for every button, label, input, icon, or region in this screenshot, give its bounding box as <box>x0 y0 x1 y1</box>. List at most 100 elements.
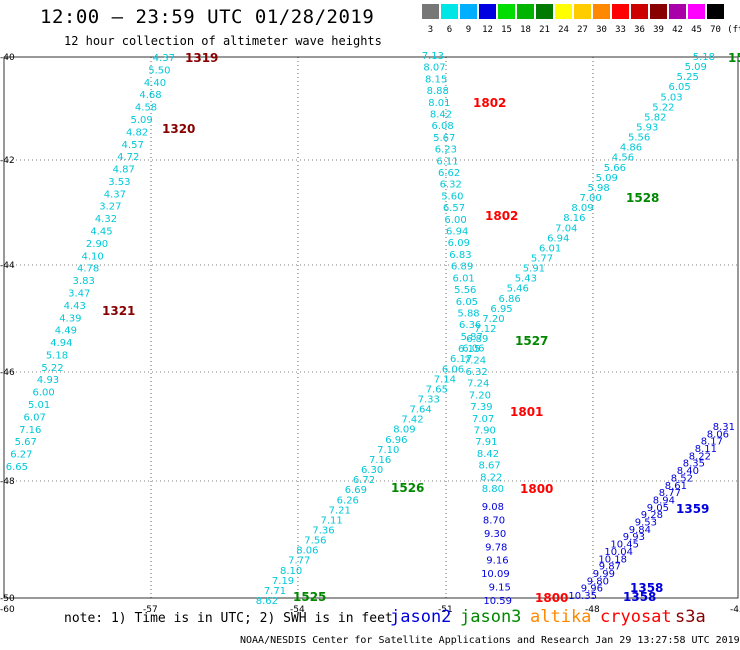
color-swatch <box>669 4 686 19</box>
wave-height-value: 6.96 <box>385 435 407 446</box>
wave-height-value: 4.37 <box>104 189 126 200</box>
wave-height-value: 6.26 <box>337 495 359 506</box>
wave-height-value: 7.14 <box>434 374 456 385</box>
legend-jason3: jason3 <box>460 607 522 627</box>
color-swatch <box>498 4 515 19</box>
color-swatch <box>574 4 591 19</box>
pass-time-label: 1525 <box>293 590 326 604</box>
wave-height-value: 8.10 <box>280 566 302 577</box>
wave-height-value: 7.33 <box>418 395 440 406</box>
wave-height-value: 7.20 <box>469 390 491 401</box>
longitude-label: -48 <box>585 605 600 615</box>
wave-height-value: 5.93 <box>636 123 658 134</box>
wave-height-value: 5.43 <box>515 274 537 285</box>
wave-height-value: 7.42 <box>401 415 423 426</box>
color-swatch <box>612 4 629 19</box>
wave-height-value: 7.13 <box>422 51 444 62</box>
wave-height-value: 6.01 <box>453 273 475 284</box>
wave-height-value: 9.80 <box>587 576 609 587</box>
wave-height-value: 7.20 <box>482 314 504 325</box>
pass-time-label: 1800 <box>535 591 568 605</box>
color-swatch-label: 24 <box>558 25 569 35</box>
wave-height-value: 4.32 <box>95 214 117 225</box>
wave-height-value: 7.16 <box>369 455 391 466</box>
wave-height-value: 10.45 <box>610 540 639 551</box>
wave-height-value: 6.95 <box>490 304 512 315</box>
color-swatch-label: 21 <box>539 25 550 35</box>
wave-height-value: 9.16 <box>486 556 508 567</box>
wave-height-value: 9.53 <box>635 518 657 529</box>
wave-height-value: 5.22 <box>652 102 674 113</box>
wave-height-value: 9.99 <box>593 569 615 580</box>
wave-height-value: 5.18 <box>46 350 68 361</box>
wave-height-value: 4.68 <box>139 90 161 101</box>
color-swatch <box>555 4 572 19</box>
latitude-label: -48 <box>0 477 15 487</box>
wave-height-value: 4.39 <box>59 313 81 324</box>
wave-height-value: 6.89 <box>451 262 473 273</box>
wave-height-value: 6.65 <box>6 462 28 473</box>
wave-height-value: 6.89 <box>466 334 488 345</box>
wave-height-value: 6.72 <box>353 475 375 486</box>
wave-height-value: 5.56 <box>628 133 650 144</box>
wave-height-value: 4.93 <box>37 375 59 386</box>
wave-height-value: 9.15 <box>489 583 511 594</box>
wave-height-value: 8.31 <box>713 422 735 433</box>
wave-height-value: 10.09 <box>481 569 510 580</box>
wave-height-value: 8.22 <box>480 472 502 483</box>
longitude-label: -57 <box>143 605 158 615</box>
wave-height-value: 6.15 <box>458 344 480 355</box>
wave-height-value: 8.09 <box>393 425 415 436</box>
wave-height-value: 4.40 <box>144 78 166 89</box>
wave-height-value: 6.32 <box>440 180 462 191</box>
pass-time-label: 1801 <box>510 405 543 419</box>
pass-time-label: 1319 <box>185 51 218 65</box>
wave-height-value: 9.05 <box>647 503 669 514</box>
wave-height-value: 5.22 <box>41 363 63 374</box>
color-swatch-label: 18 <box>520 25 531 35</box>
wave-height-value: 6.00 <box>444 215 466 226</box>
wave-height-value: 6.09 <box>448 238 470 249</box>
wave-height-value: 8.52 <box>671 473 693 484</box>
wave-height-value: 9.87 <box>599 562 621 573</box>
pass-time-labels: 1319 1320 1321 1802 1802 1801 1800 1800 1528 1527… <box>102 51 740 605</box>
wave-height-value: 7.07 <box>472 414 494 425</box>
footer-note: note: 1) Time is in UTC; 2) SWH is in fe… <box>64 611 393 626</box>
wave-height-value: 10.59 <box>483 596 512 607</box>
pass-time-label: 1358 <box>623 590 656 604</box>
wave-height-value: 8.42 <box>477 449 499 460</box>
wave-height-value: 7.90 <box>474 425 496 436</box>
wave-height-value: 9.78 <box>485 542 507 553</box>
wave-height-value: 9.84 <box>629 525 651 536</box>
longitude-label: -45 <box>730 605 740 615</box>
wave-height-value: 4.37 <box>153 53 175 64</box>
wave-height-value: 8.80 <box>482 484 504 495</box>
color-swatch <box>441 4 458 19</box>
pass-time-label: 1527 <box>515 334 548 348</box>
wave-height-value: 6.00 <box>32 388 54 399</box>
wave-height-value: 8.67 <box>478 461 500 472</box>
wave-height-value: 6.32 <box>466 367 488 378</box>
wave-height-value: 5.66 <box>604 163 626 174</box>
wave-height-value: 4.82 <box>126 127 148 138</box>
wave-height-value: 5.77 <box>531 253 553 264</box>
wave-height-value: 8.07 <box>423 63 445 74</box>
wave-height-value: 6.36 <box>459 320 481 331</box>
wave-height-value: 3.47 <box>68 288 90 299</box>
wave-height-value: 8.09 <box>571 203 593 214</box>
wave-height-value: 8.88 <box>427 86 449 97</box>
wave-height-value: 6.11 <box>436 156 458 167</box>
longitude-label: -51 <box>438 605 453 615</box>
longitude-label: -54 <box>290 605 305 615</box>
color-swatch <box>688 4 705 19</box>
wave-height-value: 7.11 <box>320 515 342 526</box>
wave-height-value: 9.28 <box>641 510 663 521</box>
wave-height-value: 6.05 <box>456 297 478 308</box>
wave-height-value: 2.90 <box>86 239 108 250</box>
latitude-label: -44 <box>0 261 15 271</box>
color-swatch-label: 70 <box>710 25 721 35</box>
wave-height-value: 6.08 <box>431 121 453 132</box>
pass-time-label: 1358 <box>630 581 663 595</box>
color-swatch <box>536 4 553 19</box>
wave-height-value: 3.27 <box>99 202 121 213</box>
